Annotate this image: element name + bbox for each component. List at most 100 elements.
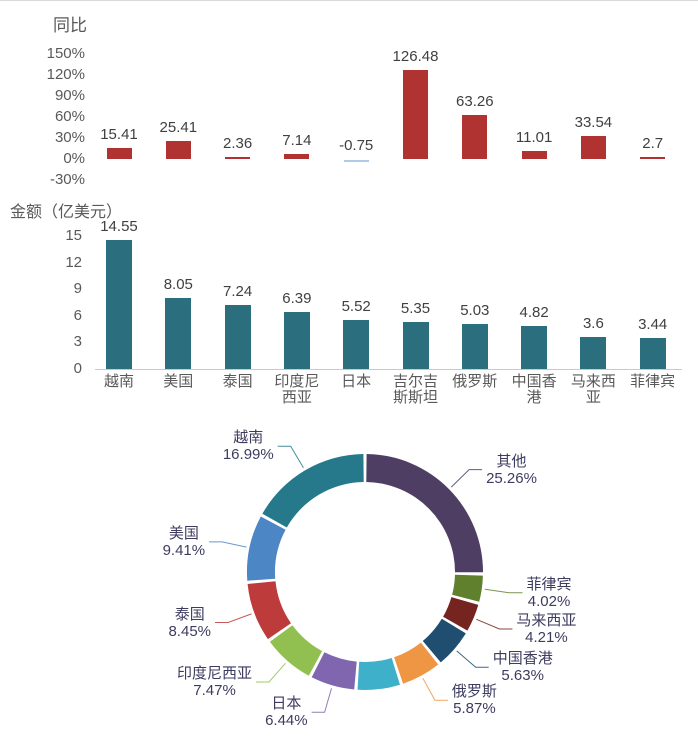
donut-label: 泰国 8.45% (168, 606, 211, 640)
yoy-value-label: 33.54 (574, 113, 613, 131)
amount-value-label: 5.03 (460, 302, 490, 320)
donut-label-percent: 6.44% (265, 712, 308, 730)
amount-bar (343, 320, 370, 369)
donut-label: 俄罗斯 5.87% (452, 683, 497, 717)
donut-leader-line (256, 662, 286, 683)
yoy-value-label: -0.75 (339, 137, 374, 154)
donut-label-name: 其他 (496, 452, 527, 470)
amount-chart-title: 金额（亿美元） (10, 204, 123, 221)
donut-label-percent: 7.47% (193, 682, 236, 700)
donut-segment (262, 454, 364, 528)
donut-segment (246, 516, 286, 581)
amount-axis-tick: 9 (73, 280, 82, 298)
donut-leader-line (450, 469, 483, 488)
amount-category-label: 菲律宾 (630, 373, 676, 390)
donut-ring (209, 445, 523, 713)
donut-label-name: 菲律宾 (526, 575, 572, 593)
donut-label-name: 泰国 (174, 605, 205, 623)
donut-label-percent: 4.21% (525, 629, 568, 646)
amount-category-label: 日本 (341, 373, 372, 390)
amount-category-label: 泰国 (222, 373, 253, 390)
donut-leader-line (456, 650, 489, 668)
donut-label: 其他 25.26% (486, 453, 537, 487)
donut-label: 中国香港 5.63% (493, 650, 553, 684)
amount-value-label: 6.39 (282, 290, 312, 308)
donut-label-percent: 9.41% (162, 541, 206, 559)
donut-segment (422, 618, 466, 663)
yoy-bar (284, 154, 310, 159)
yoy-bar (225, 157, 251, 159)
donut-label-name: 日本 (271, 695, 302, 713)
amount-axis-tick: 12 (65, 253, 82, 271)
yoy-value-label: 11.01 (515, 129, 553, 147)
donut-leader-line (484, 588, 523, 594)
amount-value-label: 7.24 (222, 282, 253, 300)
donut-label-percent: 4.02% (527, 592, 571, 610)
amount-value-label: 14.55 (100, 217, 138, 235)
yoy-value-label: 25.41 (159, 119, 198, 137)
amount-x-axis (95, 369, 682, 370)
amount-axis-tick: 15 (65, 227, 82, 244)
amount-bar (106, 239, 132, 369)
donut-segment (357, 658, 400, 691)
yoy-chart-title: 同比 (53, 16, 87, 35)
donut-segment (269, 625, 323, 676)
donut-leader-line (311, 688, 332, 713)
yoy-value-label: 2.7 (642, 135, 664, 152)
donut-label: 越南 16.99% (223, 429, 274, 463)
amount-category-label: 吉尔吉 斯斯坦 (392, 373, 438, 406)
donut-segment (443, 597, 479, 631)
amount-bar (461, 324, 488, 369)
amount-value-label: 4.82 (519, 304, 549, 322)
amount-axis-tick: 0 (73, 360, 82, 377)
yoy-axis-tick: 0% (63, 150, 85, 167)
yoy-value-label: 15.41 (100, 126, 138, 144)
amount-category-label: 越南 (103, 373, 134, 390)
donut-segment (394, 642, 439, 684)
donut-label: 美国 9.41% (163, 525, 206, 559)
amount-bar (521, 326, 548, 369)
donut-label-name: 俄罗斯 (451, 683, 497, 701)
yoy-value-label: 126.48 (392, 48, 439, 66)
yoy-axis-tick: 150% (46, 45, 85, 62)
amount-value-label: 5.35 (400, 299, 431, 317)
yoy-bar (640, 157, 666, 159)
yoy-axis-tick: 120% (46, 66, 85, 83)
donut-segment (366, 454, 484, 573)
yoy-value-label: 7.14 (282, 132, 312, 149)
yoy-bar (462, 114, 488, 159)
donut-label: 马来西亚 4.21% (516, 612, 576, 646)
donut-label-percent: 25.26% (486, 469, 537, 487)
amount-bar (165, 297, 192, 369)
donut-segment (452, 574, 483, 602)
donut-leader-line (277, 445, 304, 469)
yoy-bar (403, 70, 428, 159)
donut-label-name: 中国香港 (492, 650, 553, 668)
donut-label: 印度尼西亚 7.47% (177, 665, 252, 699)
donut-label-name: 美国 (168, 524, 199, 542)
amount-bar (639, 338, 666, 369)
amount-axis-tick: 3 (73, 333, 82, 351)
amount-bar (402, 321, 429, 369)
yoy-axis-tick: -30% (49, 171, 85, 188)
yoy-bar (165, 141, 191, 159)
yoy-axis-tick: 60% (54, 108, 85, 125)
donut-label-name: 印度尼西亚 (177, 665, 253, 683)
amount-category-label: 中国香 港 (511, 373, 557, 406)
donut-leader-line (209, 541, 247, 548)
donut-label-percent: 8.45% (168, 622, 212, 640)
amount-category-label: 俄罗斯 (452, 373, 498, 390)
yoy-axis-tick: 30% (54, 129, 85, 146)
yoy-value-label: 2.36 (222, 135, 253, 152)
amount-category-label: 马来西 亚 (570, 373, 616, 406)
amount-bar (224, 304, 251, 369)
yoy-axis-tick: 90% (54, 87, 85, 104)
donut-label-percent: 16.99% (222, 446, 274, 464)
amount-value-label: 5.52 (341, 298, 371, 316)
donut-label-percent: 5.87% (453, 700, 496, 718)
yoy-bar (521, 151, 547, 159)
donut-label-name: 越南 (233, 429, 264, 447)
amount-value-label: 3.6 (582, 315, 604, 333)
